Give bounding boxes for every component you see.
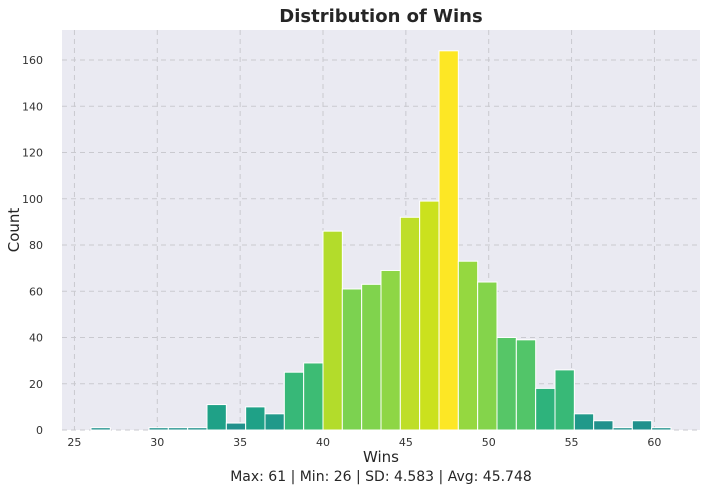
histogram-bar: [167, 427, 189, 431]
histogram-bar: [631, 420, 653, 431]
histogram-bar: [477, 281, 498, 431]
x-tick-label: 55: [565, 436, 579, 449]
histogram-bar: [341, 288, 363, 431]
histogram-bar: [225, 422, 247, 431]
y-axis-label: Count: [5, 208, 23, 253]
y-tick-labels: 0 20 40 60 80 100 120 140 160: [22, 54, 43, 437]
histogram-bar: [419, 200, 440, 431]
x-tick-label: 60: [647, 436, 661, 449]
x-tick-label: 25: [67, 436, 81, 449]
summary-stats: Max: 61 | Min: 26 | SD: 4.583 | Avg: 45.…: [230, 469, 532, 485]
y-tick-label: 80: [29, 239, 43, 252]
x-tick-label: 40: [316, 436, 330, 449]
histogram-bar: [322, 230, 343, 431]
y-tick-label: 0: [36, 424, 43, 437]
y-tick-label: 140: [22, 100, 43, 113]
histogram-bar: [515, 339, 537, 431]
y-tick-label: 100: [22, 193, 43, 206]
histogram-bar: [554, 369, 575, 431]
x-tick-label: 45: [399, 436, 413, 449]
histogram-bar: [206, 404, 227, 431]
x-tick-label: 30: [150, 436, 164, 449]
histogram-bar: [438, 50, 459, 431]
y-tick-label: 120: [22, 147, 43, 160]
y-tick-label: 160: [22, 54, 43, 67]
histogram-bar: [612, 427, 633, 431]
histogram-bar: [148, 427, 169, 431]
histogram-bar: [535, 387, 556, 431]
histogram-bar: [264, 413, 285, 431]
histogram-bar: [245, 406, 266, 431]
histogram-bars: [90, 50, 672, 431]
histogram-bar: [90, 427, 111, 431]
histogram-bar: [399, 216, 421, 431]
histogram-bar: [283, 371, 305, 431]
histogram-bar: [496, 337, 517, 431]
histogram-bar: [457, 260, 479, 431]
x-axis-label: Wins: [363, 448, 399, 466]
y-tick-label: 60: [29, 285, 43, 298]
y-tick-label: 40: [29, 332, 43, 345]
histogram-bar: [187, 427, 208, 431]
histogram-bar: [380, 269, 401, 431]
y-tick-label: 20: [29, 378, 43, 391]
histogram-bar: [593, 420, 614, 431]
x-tick-label: 35: [233, 436, 247, 449]
x-tick-label: 50: [482, 436, 496, 449]
histogram-bar: [573, 413, 595, 431]
histogram-bar: [361, 283, 382, 431]
histogram-bar: [651, 427, 672, 431]
histogram-bar: [303, 362, 324, 431]
chart-title: Distribution of Wins: [279, 6, 482, 27]
x-tick-labels: 25 30 35 40 45 50 55 60: [67, 436, 661, 449]
